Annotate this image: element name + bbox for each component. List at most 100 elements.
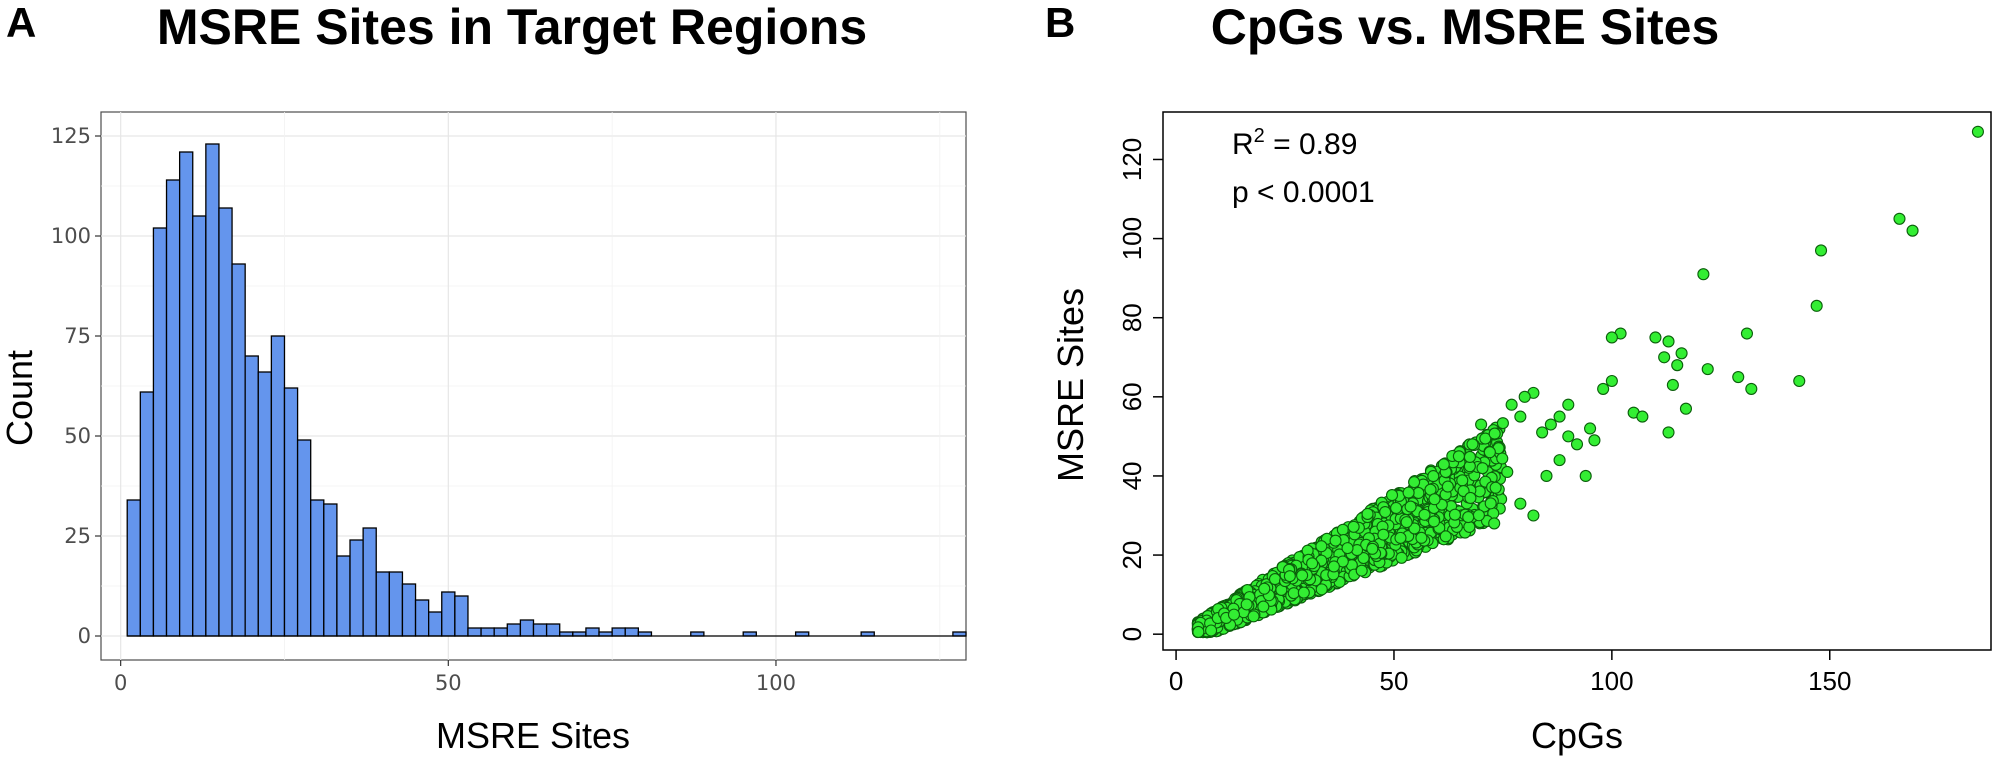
histogram-bar	[506, 623, 522, 637]
scatter-point	[1377, 528, 1390, 541]
histogram-bar	[480, 627, 495, 637]
scatter-point	[1479, 432, 1492, 445]
histogram-bar	[296, 439, 312, 637]
histogram-bar	[428, 611, 443, 637]
scatter-point	[1306, 557, 1319, 570]
scatter-point	[1205, 624, 1218, 637]
scatter-point	[1793, 374, 1806, 388]
histogram-bar	[441, 591, 456, 637]
scatter-ticks: 0 20 40 60 80 100 120 0 50 100 150	[1117, 138, 1851, 696]
scatter-point	[1192, 625, 1205, 638]
scatter-point	[1402, 486, 1415, 499]
scatter-point	[1439, 530, 1452, 543]
scatter-point	[1562, 430, 1575, 443]
scatter-point	[1745, 382, 1758, 395]
scatter-y-axis-title: MSRE Sites	[1050, 288, 1091, 482]
scatter-x-tick-label: 150	[1808, 666, 1851, 696]
scatter-x-tick-label: 0	[1169, 666, 1183, 696]
scatter-point	[1584, 422, 1597, 435]
r-squared-value: = 0.89	[1265, 128, 1358, 161]
scatter-point	[1671, 359, 1684, 372]
scatter-point	[1740, 327, 1754, 340]
scatter-point	[1315, 583, 1328, 596]
histogram-bar	[585, 627, 600, 637]
scatter-point	[1361, 507, 1374, 520]
scatter-point	[1662, 335, 1675, 348]
histogram-chart: 0 25 50 75 100 125 0 50 100 MSRE Sites Count	[0, 111, 967, 756]
histogram-y-tick-label: 100	[51, 224, 91, 248]
histogram-bar	[388, 571, 404, 637]
scatter-y-tick-label: 20	[1117, 541, 1147, 570]
histogram-bar	[493, 627, 508, 637]
histogram-bar	[414, 599, 430, 637]
scatter-points	[1191, 125, 1984, 639]
scatter-x-tick-label: 100	[1590, 666, 1633, 696]
panel-b-letter: B	[1045, 0, 1076, 46]
scatter-chart: 0 20 40 60 80 100 120 0 50 100 150 CpGs MSRE Sites…	[1050, 111, 1992, 756]
scatter-point	[1287, 587, 1300, 600]
scatter-point	[1514, 410, 1527, 423]
histogram-bar	[401, 583, 417, 637]
histogram-bar	[192, 215, 207, 637]
scatter-title: CpGs vs. MSRE Sites	[1210, 0, 1720, 55]
histogram-bar	[310, 499, 325, 637]
scatter-point	[1297, 586, 1310, 599]
panel-a-letter: A	[6, 0, 37, 46]
histogram-bar	[624, 627, 639, 637]
scatter-point	[1475, 418, 1488, 431]
scatter-x-axis-title: CpGs	[1531, 715, 1623, 756]
histogram-x-tick-label: 50	[435, 671, 462, 695]
scatter-point	[1341, 542, 1354, 555]
histogram-bars	[126, 143, 967, 637]
scatter-point	[1814, 244, 1828, 257]
scatter-point	[1400, 516, 1413, 529]
histogram-bar	[467, 627, 482, 637]
scatter-point	[1472, 509, 1485, 522]
scatter-point	[1553, 410, 1566, 423]
scatter-point	[1283, 570, 1296, 583]
scatter-y-tick-label: 60	[1117, 382, 1147, 411]
scatter-point	[1605, 374, 1618, 388]
scatter-point	[1489, 481, 1502, 494]
histogram-bar	[244, 355, 259, 637]
scatter-point	[1679, 402, 1692, 415]
scatter-point	[1428, 493, 1441, 506]
histogram-bar	[126, 499, 141, 637]
scatter-point	[1496, 452, 1509, 465]
histogram-y-tick-label: 25	[64, 524, 91, 548]
scatter-point	[1476, 462, 1489, 475]
scatter-point	[1240, 598, 1253, 611]
scatter-point	[1395, 551, 1408, 564]
scatter-point	[1466, 438, 1479, 451]
histogram-bar	[611, 627, 626, 637]
scatter-point	[1296, 569, 1309, 582]
scatter-point	[1666, 378, 1679, 392]
scatter-point	[1427, 470, 1440, 483]
scatter-point	[1496, 417, 1509, 430]
scatter-point	[1456, 474, 1469, 487]
r-squared-label: R	[1232, 128, 1254, 161]
scatter-point	[1390, 501, 1403, 515]
histogram-ticks: 0 25 50 75 100 125 0 50 100	[51, 124, 796, 695]
histogram-x-tick-label: 0	[114, 671, 127, 695]
scatter-point	[1488, 517, 1501, 530]
scatter-point	[1257, 600, 1270, 613]
scatter-point	[1732, 370, 1745, 384]
scatter-point	[1394, 531, 1407, 544]
scatter-point	[1464, 491, 1477, 505]
histogram-bar	[545, 623, 561, 637]
p-value-annotation: p < 0.0001	[1232, 176, 1375, 209]
histogram-bar	[532, 623, 548, 637]
scatter-point	[1366, 542, 1379, 555]
scatter-point	[1662, 426, 1675, 439]
histogram-bar	[454, 595, 469, 637]
histogram-x-axis-title: MSRE Sites	[436, 715, 630, 756]
scatter-point	[1408, 476, 1421, 489]
scatter-point	[1518, 390, 1531, 403]
scatter-point	[1315, 540, 1328, 553]
scatter-point	[1227, 608, 1241, 621]
histogram-bar	[323, 503, 338, 637]
scatter-point	[1427, 515, 1441, 528]
scatter-point	[1437, 458, 1450, 471]
scatter-point	[1597, 382, 1610, 395]
